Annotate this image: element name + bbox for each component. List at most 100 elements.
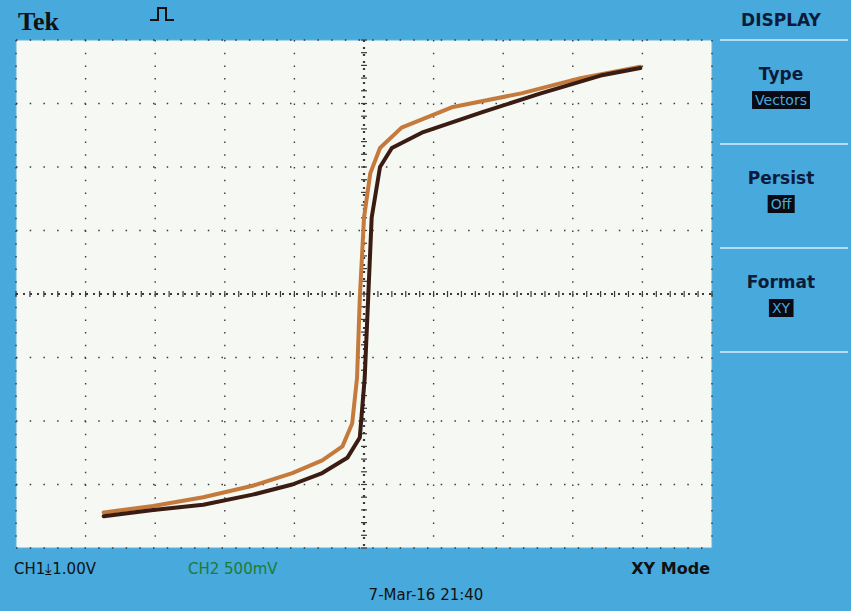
minor-tick [361,103,367,104]
minor-tick [361,509,367,510]
menu-value: Off [771,196,792,212]
minor-tick [252,291,253,297]
grid-line [16,166,712,167]
minor-tick [361,90,367,91]
minor-tick [377,291,378,297]
minor-tick [697,291,698,297]
minor-tick [361,52,367,53]
minor-tick [361,154,367,155]
menu-value-box [752,91,810,109]
minor-tick [322,291,323,297]
minor-tick [572,291,573,297]
menu-value: XY [772,300,791,316]
minor-tick [530,291,531,297]
traces [104,67,641,517]
ch2-readout: CH2 500mV [188,560,278,578]
minor-tick [544,291,545,297]
grid-line [572,40,573,548]
minor-tick [361,65,367,66]
minor-tick [614,291,615,297]
minor-tick [361,77,367,78]
minor-tick [308,291,309,297]
grid-line [154,40,155,548]
minor-tick [169,291,170,297]
grid-line [16,547,712,548]
minor-tick [113,291,114,297]
menu-value: Vectors [755,92,807,108]
grid-line [224,40,225,548]
minor-tick [85,291,86,297]
minor-tick [447,291,448,297]
minor-tick [336,291,337,297]
trace [104,67,641,513]
minor-tick [656,291,657,297]
minor-tick [71,291,72,297]
timestamp: 7-Mar-16 21:40 [369,586,484,604]
minor-tick [224,291,225,297]
minor-tick [155,291,156,297]
minor-tick [99,291,100,297]
minor-tick [361,547,367,548]
minor-tick [361,484,367,485]
grid-line [16,420,712,421]
menu-label: Persist [748,168,815,188]
minor-tick [503,291,504,297]
minor-tick [361,459,367,460]
grid-line [15,40,16,548]
grid-line [16,39,712,40]
minor-tick [586,291,587,297]
minor-tick [475,291,476,297]
minor-tick [600,291,601,297]
menu-separator [720,143,848,145]
minor-tick [391,291,392,297]
minor-tick [684,291,685,297]
grid-line [16,484,712,485]
menu-title: DISPLAY [741,10,822,30]
grid-line [642,40,643,548]
minor-tick [15,291,16,297]
menu-separator [720,351,848,353]
minor-tick [361,446,367,447]
minor-tick [711,291,712,297]
grid-line [16,103,712,104]
minor-tick [419,291,420,297]
minor-tick [127,291,128,297]
minor-tick [361,497,367,498]
minor-tick [141,291,142,297]
menu-value-box [769,299,794,317]
trace [104,68,641,516]
minor-tick [29,291,30,297]
grid-line [711,40,712,548]
minor-tick [489,291,490,297]
minor-tick [182,291,183,297]
grid-line [85,40,86,548]
minor-tick [361,471,367,472]
scope-screen: TekDISPLAYTypeVectorsPersistOffFormatXYC… [0,0,851,611]
minor-tick [196,291,197,297]
background [0,0,851,611]
minor-tick [238,291,239,297]
minor-tick [349,291,350,297]
minor-tick [670,291,671,297]
ch1-readout: CH1⤓1.00V [14,560,97,578]
menu-value-box [768,195,795,213]
minor-tick [361,166,367,167]
grid [16,40,712,548]
trigger-icon [150,8,174,20]
minor-tick [294,291,295,297]
menu-separator [720,247,848,249]
graticule [16,40,712,548]
minor-tick [266,291,267,297]
minor-tick [280,291,281,297]
minor-tick [361,522,367,523]
mode-label: XY Mode [631,559,710,578]
minor-tick [57,291,58,297]
minor-tick [461,291,462,297]
minor-tick [210,291,211,297]
minor-tick [361,39,367,40]
minor-tick [361,116,367,117]
minor-tick [405,291,406,297]
menu-label: Type [759,64,803,84]
minor-tick [517,291,518,297]
minor-tick [628,291,629,297]
